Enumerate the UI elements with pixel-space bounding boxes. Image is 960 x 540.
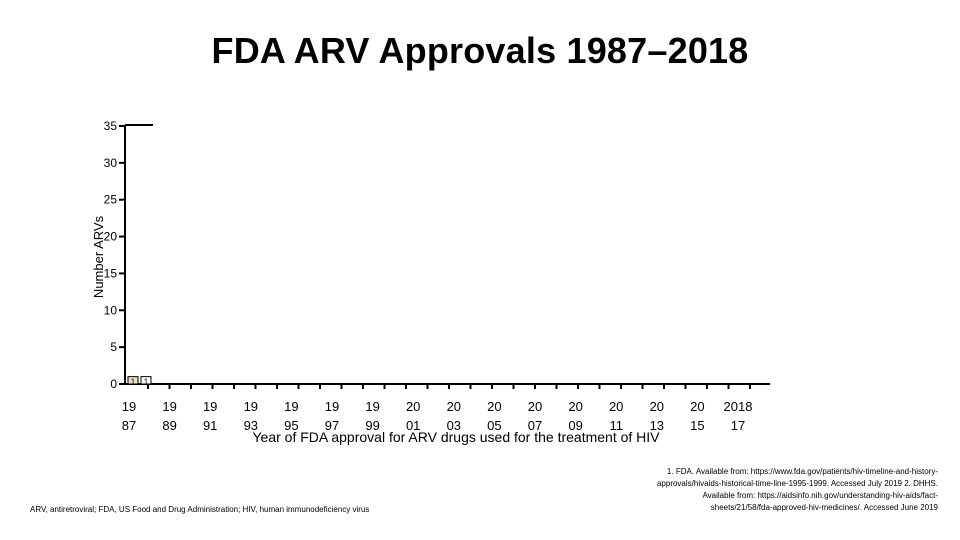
x-tick-label-bottom: 11: [609, 418, 623, 433]
bar-label: 1: [144, 378, 149, 387]
x-tick-label-bottom: 99: [365, 418, 379, 433]
x-tick-label-top: 20: [528, 399, 542, 414]
bar-label: 1: [131, 378, 136, 387]
x-tick-label-bottom: 89: [162, 418, 176, 433]
reference-line: sheets/21/58/fda-approved-hiv-medicines/…: [710, 503, 938, 512]
x-tick-label-top: 20: [568, 399, 582, 414]
slide-title: FDA ARV Approvals 1987–2018: [211, 30, 749, 71]
x-tick-label-top: 2018: [724, 399, 753, 414]
bar: [140, 376, 152, 385]
reference-line: 1. FDA. Available from: https://www.fda.…: [666, 467, 938, 476]
bar: [127, 376, 139, 385]
reference-line: approvals/hivaids-historical-time-line-1…: [656, 479, 938, 488]
x-tick-label-top: 19: [325, 399, 339, 414]
x-axis-label: Year of FDA approval for ARV drugs used …: [253, 429, 661, 445]
x-tick-label-bottom: 03: [447, 418, 461, 433]
x-tick-label-top: 20: [406, 399, 420, 414]
y-tick-label: 20: [104, 230, 118, 244]
y-tick-label: 15: [104, 266, 118, 280]
x-tick-label-bottom: 97: [325, 418, 339, 433]
abbreviations-footnote: ARV, antiretroviral; FDA, US Food and Dr…: [30, 505, 370, 514]
x-tick-label-top: 20: [609, 399, 623, 414]
x-tick-label-bottom: 01: [406, 418, 420, 433]
x-tick-label-bottom: 09: [568, 418, 582, 433]
y-tick-label: 5: [110, 340, 117, 354]
y-axis-label: Number ARVs: [91, 215, 106, 298]
reference-line: Available from: https://aidsinfo.nih.gov…: [702, 491, 938, 500]
y-tick-label: 0: [110, 377, 117, 391]
x-tick-label-top: 20: [447, 399, 461, 414]
x-tick-label-bottom: 15: [690, 418, 704, 433]
x-tick-label-top: 20: [487, 399, 501, 414]
x-tick-label-bottom: 93: [244, 418, 258, 433]
y-tick-label: 25: [104, 193, 118, 207]
x-tick-label-bottom: 05: [487, 418, 501, 433]
references: 1. FDA. Available from: https://www.fda.…: [560, 466, 938, 514]
y-tick-label: 35: [104, 119, 118, 133]
x-tick-label-bottom: 07: [528, 418, 542, 433]
x-tick-label-bottom: 13: [650, 418, 664, 433]
y-axis: 0 5 10 15 20 25 30 35: [104, 119, 153, 391]
y-tick-label: 30: [104, 156, 118, 170]
x-tick-label-top: 20: [650, 399, 664, 414]
x-tick-label-top: 19: [284, 399, 298, 414]
x-tick-label-top: 19: [365, 399, 379, 414]
x-tick-label-bottom: 91: [203, 418, 217, 433]
x-axis: 19 87 19 89 19 91 19 93 19 95 19 97 19 99 20 01 20 03 20 05…: [122, 383, 770, 433]
x-tick-label-top: 19: [122, 399, 136, 414]
x-tick-label-bottom: 95: [284, 418, 298, 433]
y-tick-label: 10: [104, 303, 118, 317]
x-tick-label-top: 20: [690, 399, 704, 414]
x-tick-label-bottom: 87: [122, 418, 136, 433]
x-tick-label-top: 19: [244, 399, 258, 414]
x-tick-label-top: 19: [162, 399, 176, 414]
x-tick-label-bottom: 17: [731, 418, 745, 433]
x-tick-label-top: 19: [203, 399, 217, 414]
